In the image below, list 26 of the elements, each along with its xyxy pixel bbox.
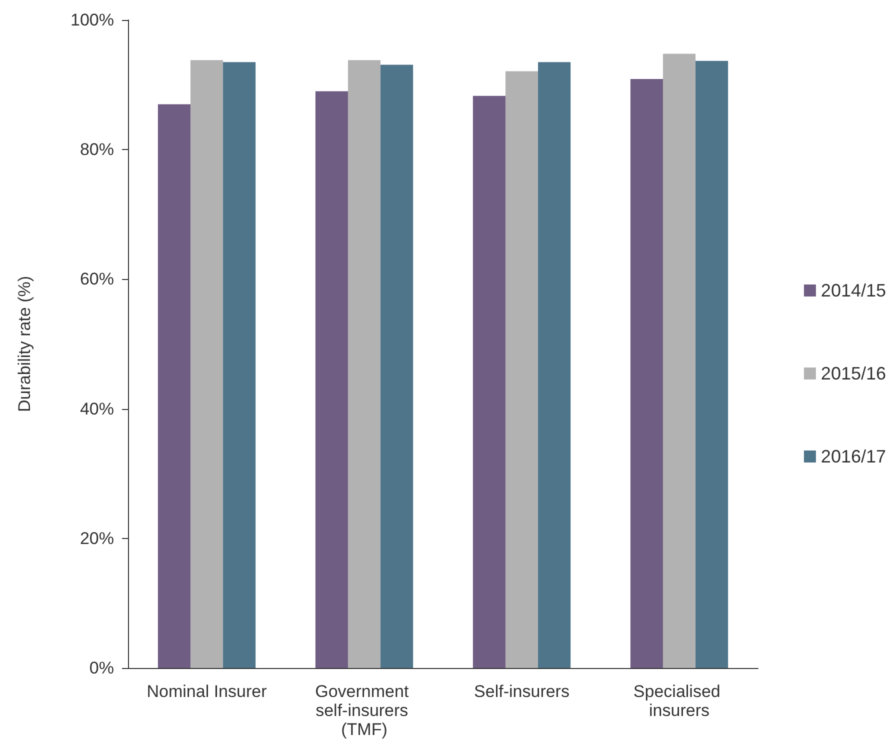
x-tick-label: Specialised insurers [633,682,726,720]
bar [223,62,256,668]
bar [538,62,571,668]
y-tick-label: 80% [80,140,114,160]
bar [158,104,190,668]
x-tick-label: Government self-insurers (TMF) [315,682,414,739]
bar [472,96,506,668]
y-tick-label: 60% [80,270,114,289]
x-tick-label: Nominal Insurer [146,682,268,701]
y-tick-label: 0% [89,658,114,678]
bar [630,78,663,668]
bar [662,54,696,668]
bar [505,71,538,668]
legend-label: 2015/16 [820,364,886,384]
bar [696,60,728,668]
y-tick-label: 20% [80,528,114,548]
x-tick-label: Self-insurers [474,682,570,701]
bar [315,91,348,668]
y-tick-label: 100% [70,10,114,30]
legend-label: 2014/15 [820,280,886,300]
y-axis-title: Durability rate (%) [15,276,34,412]
bar [348,60,381,668]
bar [380,64,414,668]
y-tick-label: 40% [80,399,114,418]
bar [190,60,224,668]
legend-label: 2016/17 [820,446,886,466]
